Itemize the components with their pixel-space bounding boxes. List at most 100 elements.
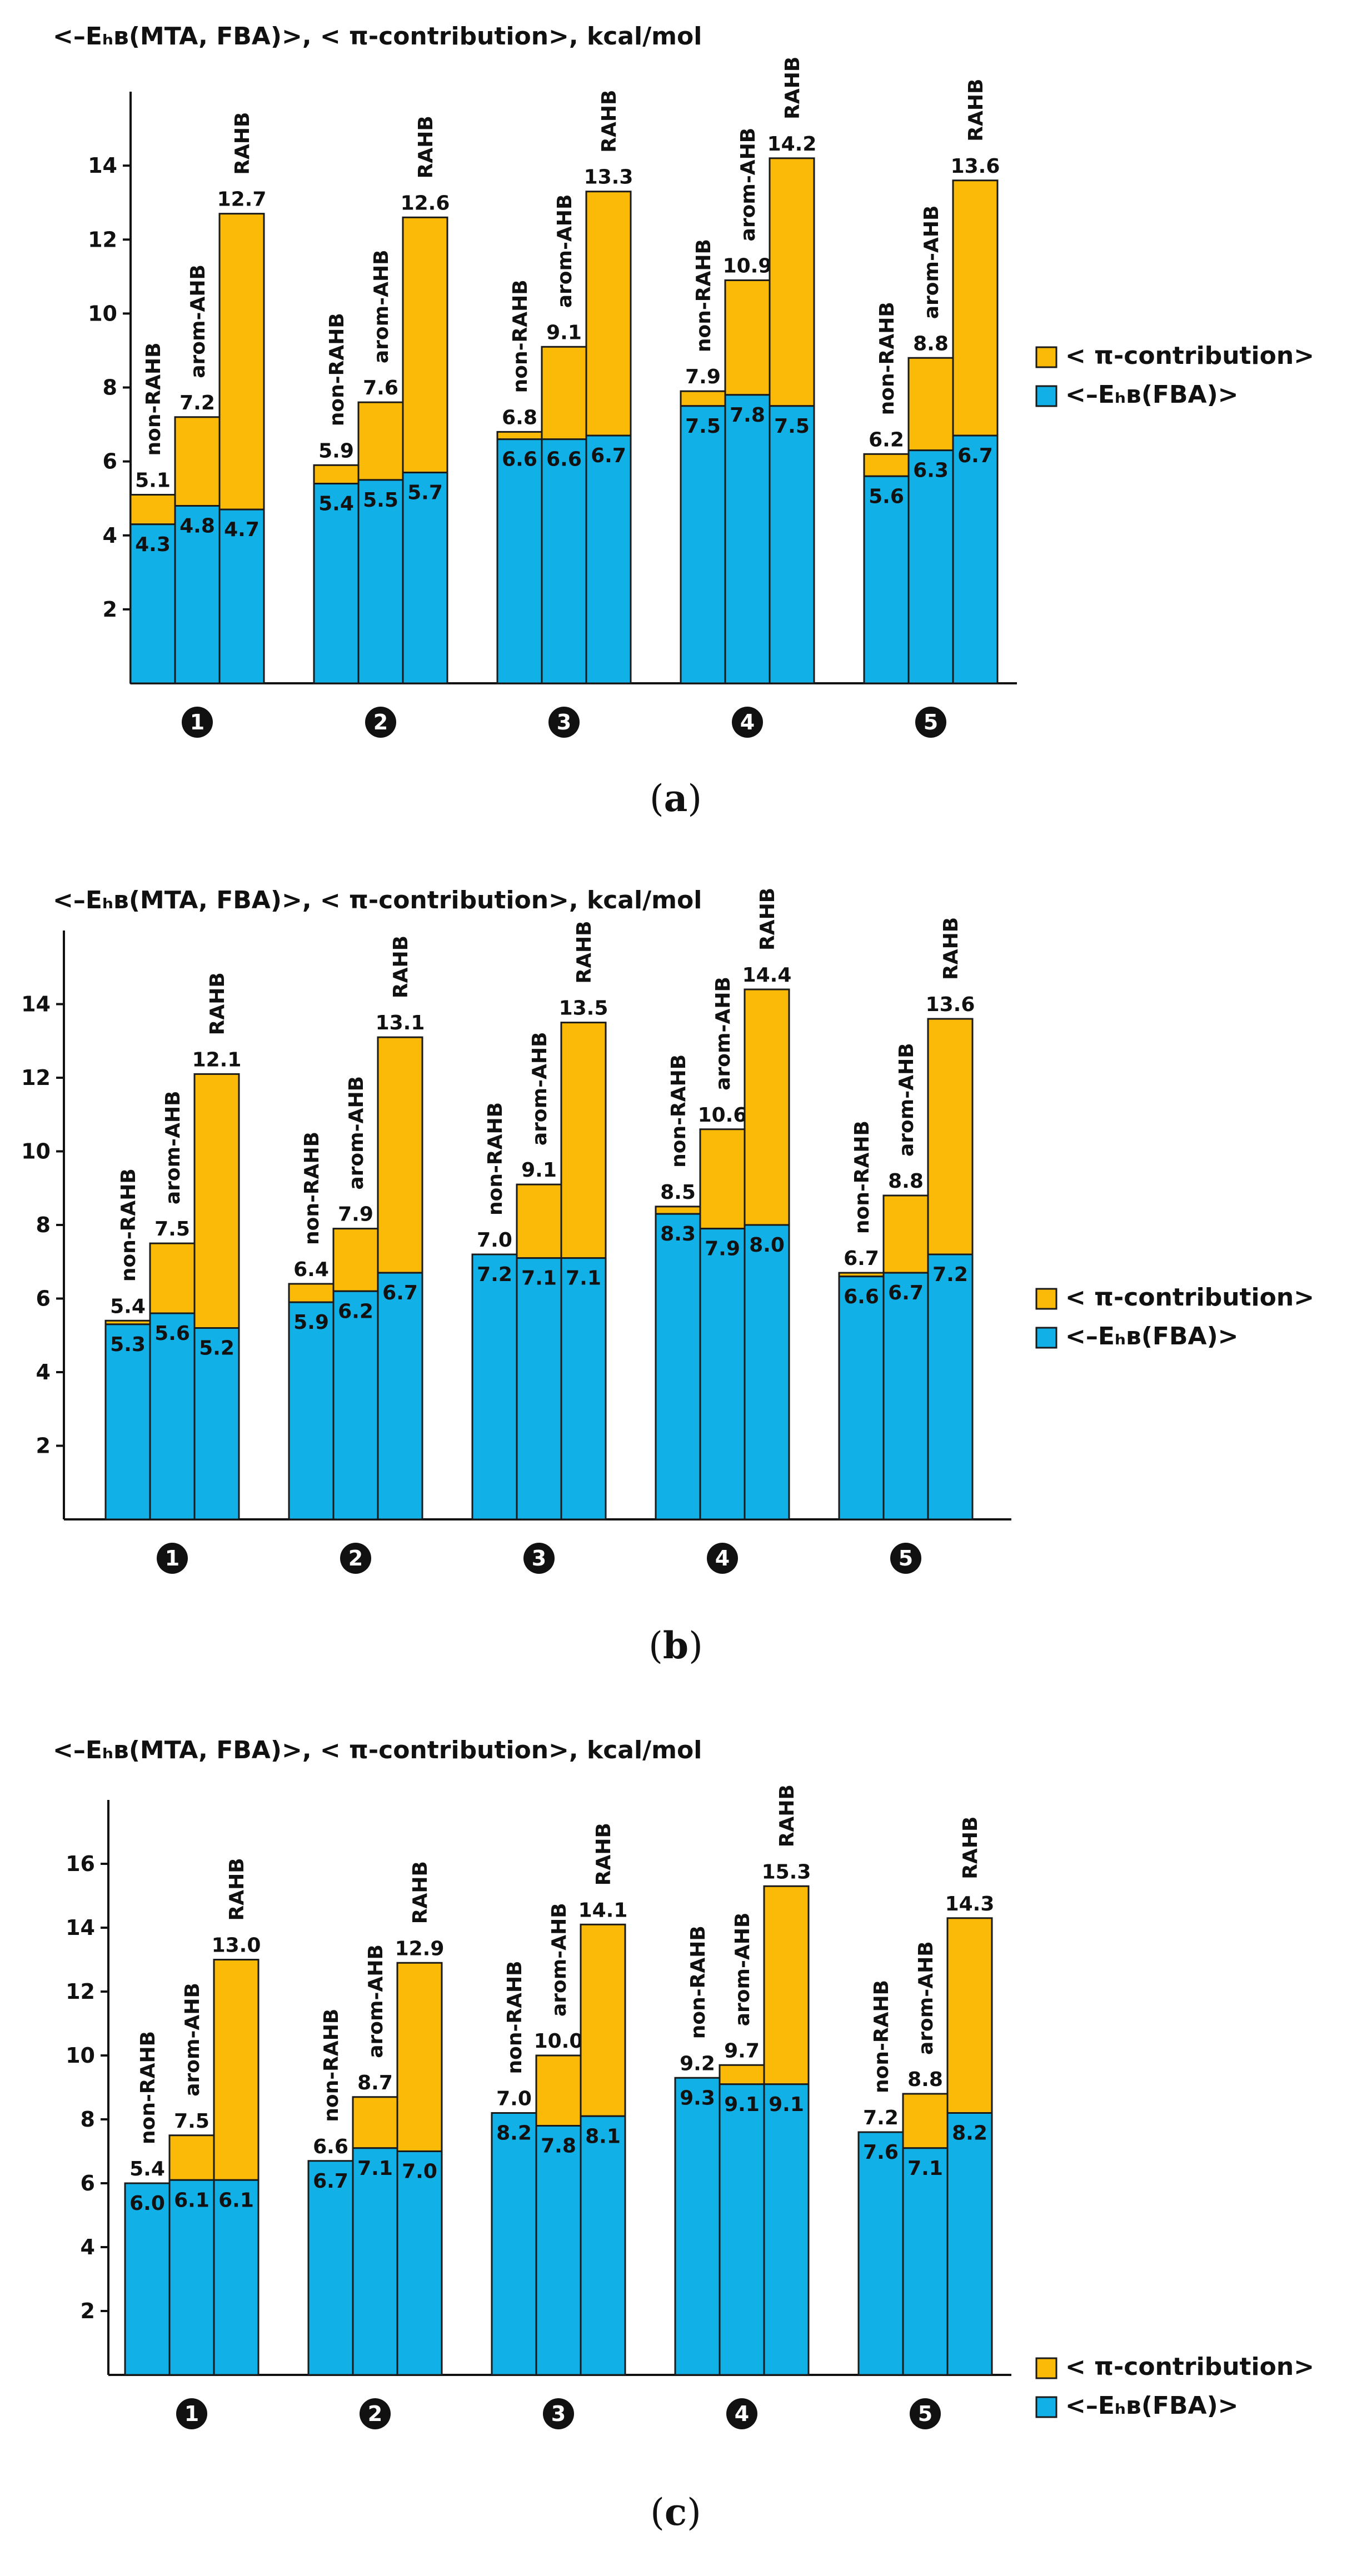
bar-series-label: arom-AHB bbox=[737, 128, 760, 242]
category-label: 2 bbox=[348, 1546, 363, 1570]
y-tick-label: 4 bbox=[81, 2235, 95, 2259]
bar-top-value: 7.6 bbox=[363, 377, 398, 399]
category-label: 1 bbox=[190, 710, 204, 734]
bar-top-value: 7.2 bbox=[863, 2107, 899, 2129]
bar-base-segment bbox=[680, 405, 726, 684]
bar-base-value: 4.7 bbox=[224, 518, 260, 541]
panel-caption: (c) bbox=[650, 2490, 701, 2534]
bar-base-value: 5.5 bbox=[363, 489, 398, 512]
y-tick-label: 12 bbox=[88, 227, 117, 252]
bar-pi-segment bbox=[580, 1923, 626, 2117]
y-tick-label: 8 bbox=[103, 376, 117, 400]
bar-base-value: 6.7 bbox=[313, 2170, 348, 2193]
bar-top-value: 5.4 bbox=[129, 2158, 165, 2180]
legend-pi-label: < π-contribution> bbox=[1065, 1283, 1314, 1312]
bar-series-label: arom-AHB bbox=[528, 1032, 551, 1146]
bar-base-segment bbox=[719, 2083, 765, 2376]
bar-base-value: 6.1 bbox=[218, 2189, 254, 2212]
bar-base-value: 6.0 bbox=[129, 2192, 165, 2215]
bar-top-value: 7.2 bbox=[179, 392, 215, 414]
bar-group-1: 4.3 5.1 non-RAHB 4.8 7.2 arom-AHB 4.7 12.7 RAHB 1 bbox=[129, 112, 267, 738]
bar-pi-segment bbox=[129, 494, 176, 526]
bar-base-value: 6.6 bbox=[502, 448, 537, 471]
bar-top-value: 8.8 bbox=[888, 1170, 924, 1193]
bar-base-value: 8.0 bbox=[749, 1234, 785, 1257]
bar-top-value: 13.1 bbox=[376, 1012, 425, 1034]
bar-base-segment bbox=[535, 2125, 582, 2376]
y-tick-label: 8 bbox=[81, 2107, 95, 2132]
category-circle bbox=[360, 2398, 391, 2429]
bar-group-3: 6.6 6.8 non-RAHB 6.6 9.1 arom-AHB 6.7 13.3 RAHB 3 bbox=[496, 90, 633, 738]
bar-series-label: RAHB bbox=[959, 1817, 982, 1879]
category-circle bbox=[176, 2398, 207, 2429]
bar-series-label: non-RAHB bbox=[851, 1121, 874, 1234]
bar-top-value: 7.5 bbox=[174, 2110, 209, 2133]
bar-base-segment bbox=[946, 2112, 993, 2376]
bar-base-value: 7.1 bbox=[521, 1267, 557, 1290]
bar-base-value: 8.2 bbox=[496, 2122, 532, 2145]
bar-top-value: 9.2 bbox=[680, 2052, 715, 2075]
bar-pi-segment bbox=[699, 1128, 746, 1230]
bar-series-label: non-RAHB bbox=[320, 2009, 343, 2122]
bar-top-value: 14.3 bbox=[945, 1893, 995, 1915]
bar-base-value: 5.9 bbox=[293, 1311, 329, 1334]
bar-base-value: 7.1 bbox=[357, 2157, 393, 2180]
bar-base-value: 7.0 bbox=[402, 2160, 437, 2183]
bar-base-value: 5.3 bbox=[110, 1333, 146, 1356]
legend-base-label: <–Eₕʙ(FBA)> bbox=[1065, 381, 1239, 409]
bar-base-value: 9.3 bbox=[680, 2087, 715, 2109]
category-circle bbox=[548, 707, 580, 738]
bar-group-1: 6.0 5.4 non-RAHB 6.1 7.5 arom-AHB 6.1 13.0 RAHB 1 bbox=[124, 1858, 261, 2429]
bar-base-value: 6.7 bbox=[382, 1282, 418, 1304]
bar-top-value: 8.8 bbox=[913, 332, 949, 355]
caption-close: ) bbox=[687, 777, 702, 820]
bar-base-segment bbox=[357, 479, 404, 684]
bar-base-segment bbox=[218, 508, 265, 684]
bar-base-value: 7.8 bbox=[730, 404, 765, 427]
category-circle bbox=[910, 2398, 941, 2429]
caption-open: ( bbox=[650, 777, 664, 820]
bar-top-value: 8.5 bbox=[660, 1181, 696, 1204]
bar-base-segment bbox=[496, 438, 543, 684]
caption-letter: b bbox=[663, 1624, 689, 1667]
y-tick-label: 10 bbox=[66, 2043, 95, 2068]
bar-base-value: 7.1 bbox=[566, 1267, 601, 1290]
bar-series-label: non-RAHB bbox=[117, 1168, 140, 1282]
bar-top-value: 12.7 bbox=[217, 188, 267, 211]
y-tick-label: 16 bbox=[66, 1852, 95, 1876]
bar-base-segment bbox=[288, 1301, 335, 1520]
y-tick-label: 4 bbox=[36, 1360, 51, 1384]
category-circle bbox=[707, 1543, 738, 1574]
bar-base-segment bbox=[952, 434, 999, 684]
bar-base-segment bbox=[699, 1228, 746, 1520]
bar-pi-segment bbox=[213, 1959, 260, 2181]
category-circle bbox=[732, 707, 763, 738]
bar-group-5: 5.6 6.2 non-RAHB 6.3 8.8 arom-AHB 6.7 13.6 RAHB 5 bbox=[863, 79, 1000, 738]
bar-base-value: 5.7 bbox=[407, 482, 443, 504]
bar-base-segment bbox=[471, 1253, 518, 1520]
bar-series-label: RAHB bbox=[592, 1823, 615, 1885]
bar-series-label: RAHB bbox=[776, 1784, 799, 1847]
caption-close: ) bbox=[687, 2491, 701, 2534]
bar-top-value: 14.4 bbox=[742, 964, 792, 987]
bar-base-value: 7.5 bbox=[685, 415, 721, 438]
bar-base-segment bbox=[174, 505, 221, 684]
bar-base-value: 5.4 bbox=[318, 493, 354, 516]
y-tick-label: 10 bbox=[88, 301, 117, 326]
bar-top-value: 6.6 bbox=[313, 2135, 348, 2158]
category-circle bbox=[523, 1543, 555, 1574]
bar-base-value: 5.6 bbox=[869, 485, 904, 508]
bar-pi-segment bbox=[907, 357, 954, 452]
bar-base-segment bbox=[149, 1312, 196, 1520]
bar-series-label: RAHB bbox=[756, 888, 779, 951]
bar-base-value: 7.6 bbox=[863, 2141, 899, 2164]
bar-top-value: 7.5 bbox=[154, 1218, 190, 1241]
bar-base-value: 7.1 bbox=[907, 2157, 943, 2180]
bar-base-segment bbox=[313, 483, 360, 684]
bar-pi-segment bbox=[952, 179, 999, 437]
bar-base-segment bbox=[882, 1272, 929, 1520]
bar-pi-segment bbox=[357, 401, 404, 481]
bar-top-value: 6.2 bbox=[869, 428, 904, 451]
bar-top-value: 5.4 bbox=[110, 1295, 146, 1318]
